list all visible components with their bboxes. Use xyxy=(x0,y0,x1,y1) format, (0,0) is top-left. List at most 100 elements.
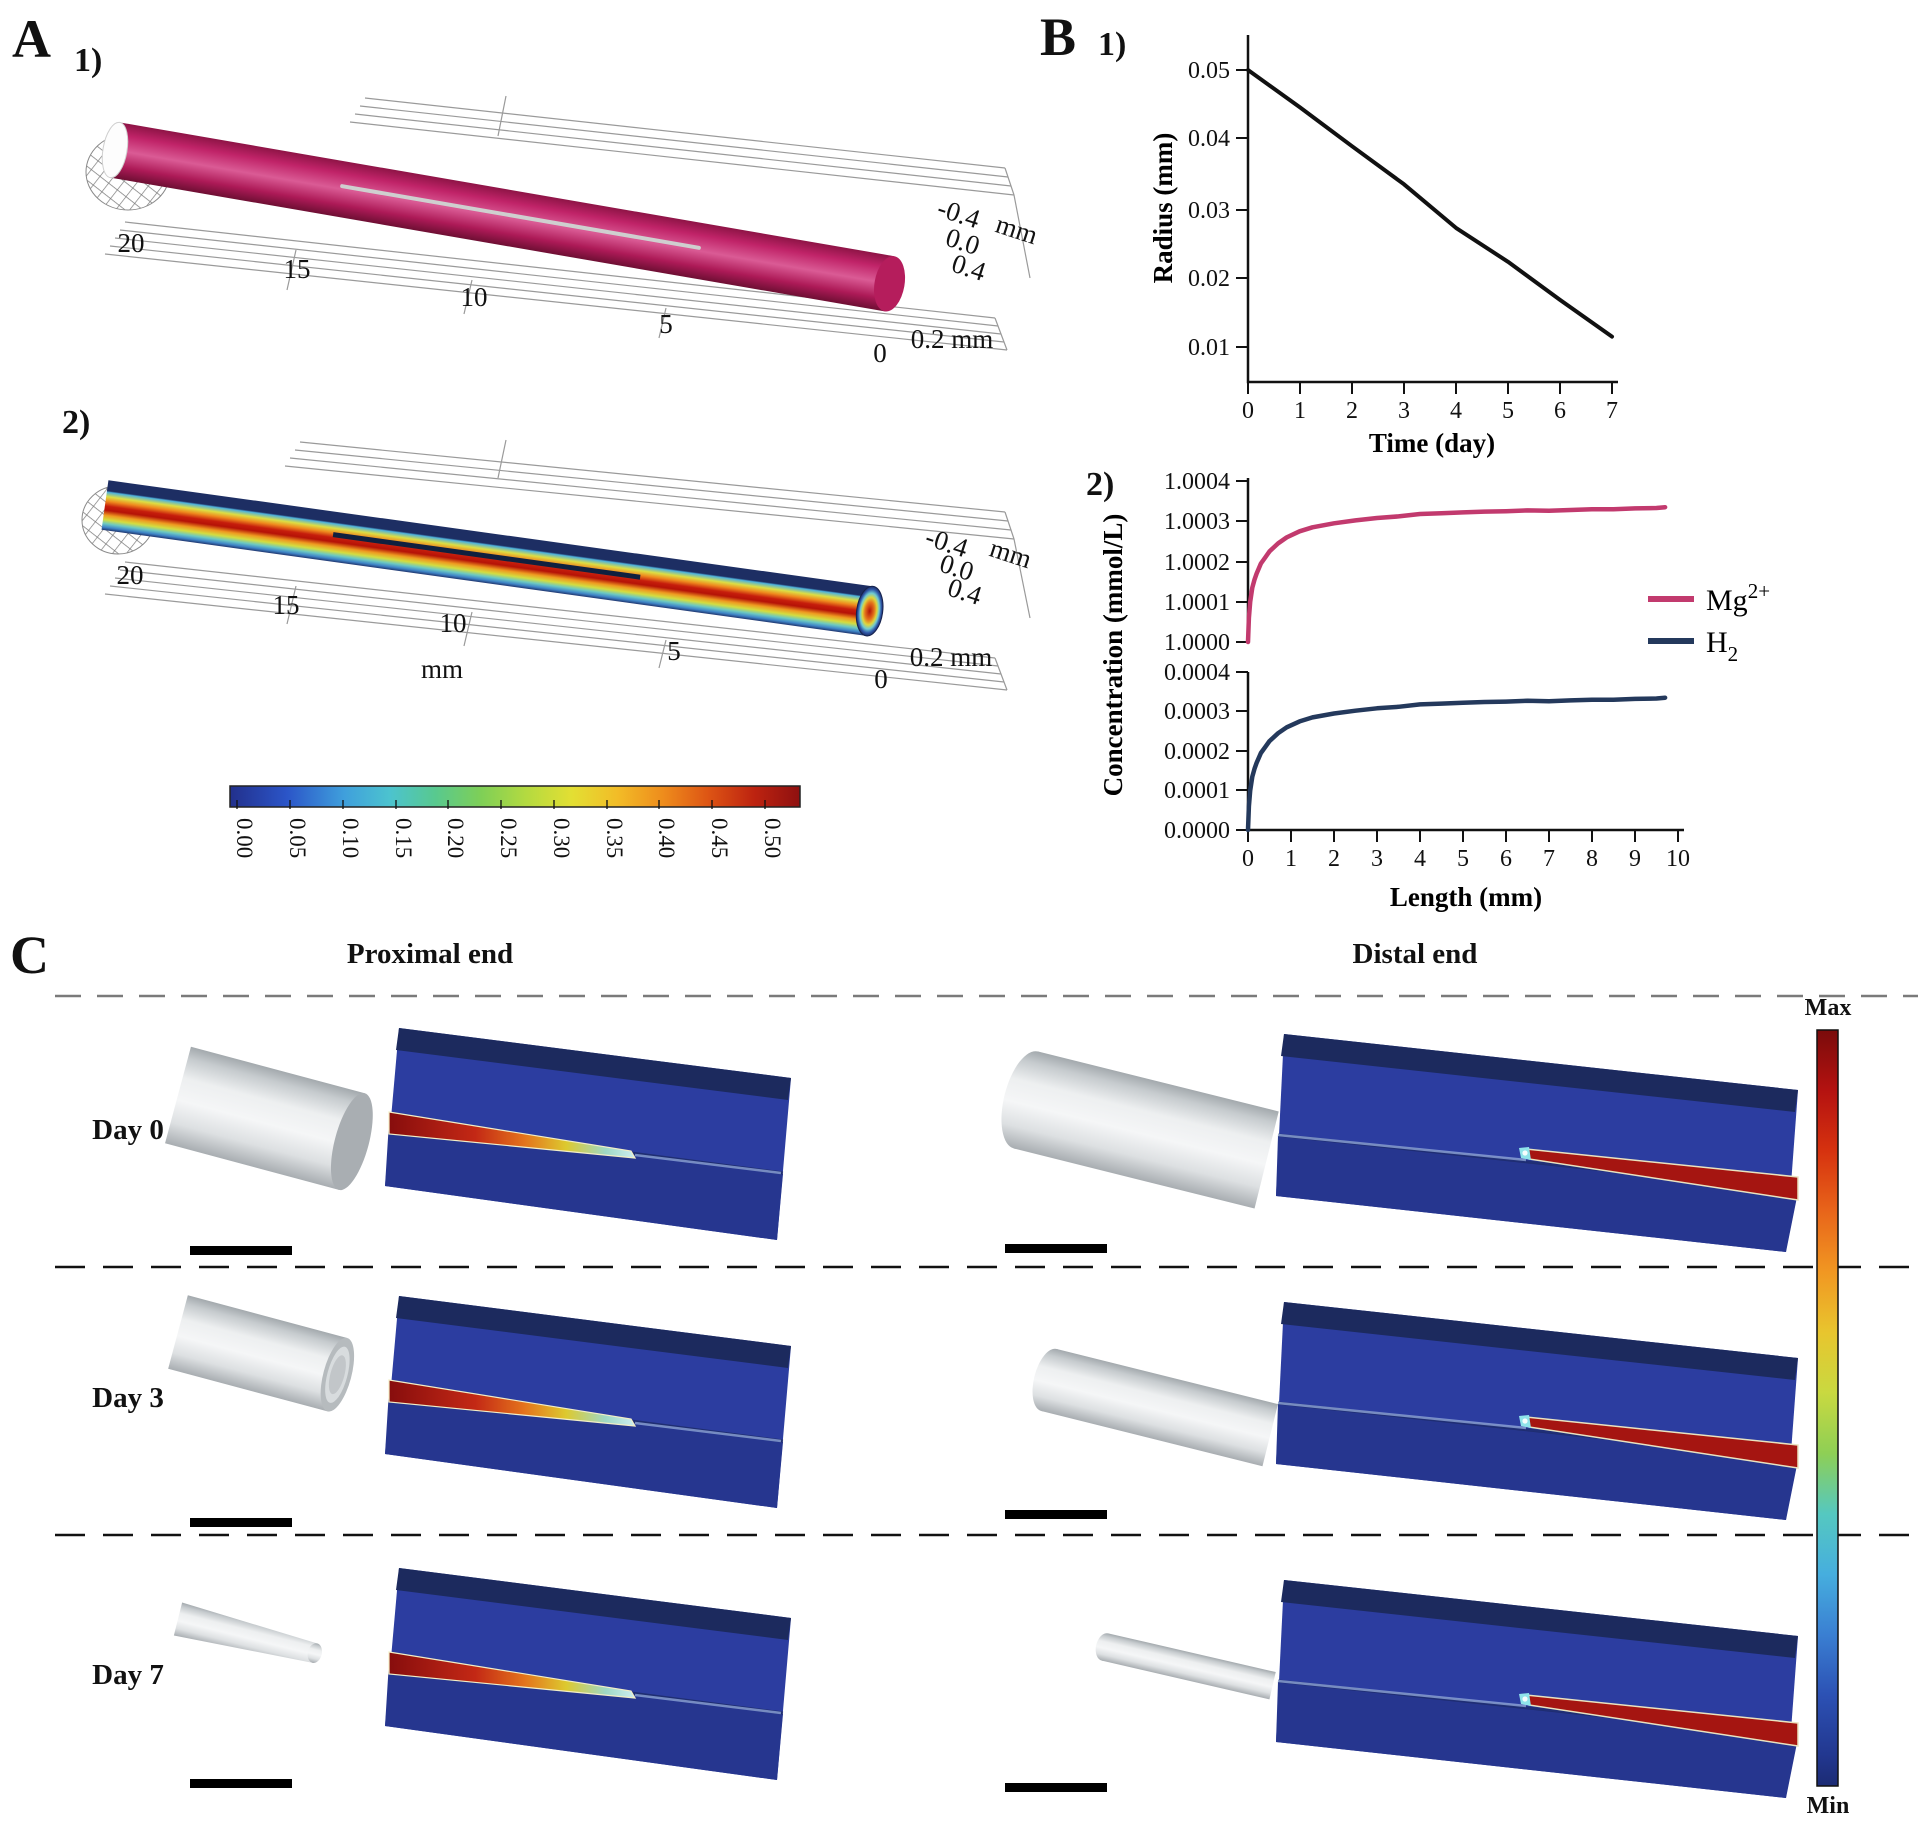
b2-ylabel-00001: 0.0001 xyxy=(1164,778,1230,804)
c-sim-day7-distal xyxy=(1274,1578,1800,1800)
a1-tick-10: 10 xyxy=(461,282,488,312)
a-colorbar-label-050: 0.50 xyxy=(760,818,785,858)
c-rod-day3-proximal xyxy=(168,1295,355,1412)
c-scale-bars xyxy=(190,1244,1107,1792)
a-colorbar-label-015: 0.15 xyxy=(391,818,416,858)
scale-bar-day7-distal xyxy=(1005,1783,1107,1792)
b1-ylabel-003: 0.03 xyxy=(1188,198,1230,224)
b2-xtick-marks xyxy=(1247,830,1679,842)
b2-lower-ytick-labels: 0.0004 0.0003 0.0002 0.0001 0.0000 xyxy=(1164,660,1230,844)
a-colorbar: 0.00 0.05 0.10 0.15 0.20 0.25 0.30 0.35 … xyxy=(229,785,801,858)
c-sim-day7-proximal xyxy=(383,1566,793,1782)
c-rod-day0-distal xyxy=(1001,1051,1279,1209)
b2-x-axis-title: Length (mm) xyxy=(1390,882,1542,912)
b2-ylabel-00003: 0.0003 xyxy=(1164,699,1230,725)
c-sim-day3-proximal xyxy=(383,1294,793,1510)
scale-bar-day3-distal xyxy=(1005,1510,1107,1519)
b1-ylabel-001: 0.01 xyxy=(1188,335,1230,361)
panel-a2-label: 2) xyxy=(62,404,91,441)
panel-a1-label: 1) xyxy=(74,42,103,79)
b2-legend-label-mg: Mg2+ xyxy=(1706,579,1770,617)
c-sim-day3-distal xyxy=(1274,1300,1800,1522)
a-colorbar-label-030: 0.30 xyxy=(549,818,574,858)
b1-ytick-marks xyxy=(1236,69,1248,348)
a2-axis-labels: 20 15 10 5 0 mm -0.4 0.0 0.4 mm 0.2 mm xyxy=(117,522,1036,694)
b2-legend-label-h2: H2 xyxy=(1706,626,1738,666)
b2-h2-curve xyxy=(1245,695,1668,833)
c-rod-day0-proximal xyxy=(165,1046,373,1191)
panel-c-label: C xyxy=(10,925,49,985)
a2-rainbow-rod xyxy=(101,480,884,637)
a1-inner-wire xyxy=(340,184,701,250)
b1-xlabel-0: 0 xyxy=(1242,398,1254,424)
a1-depth-label: 0.2 mm xyxy=(911,324,994,354)
panel-a-label: A xyxy=(12,9,51,69)
a1-tick-5: 5 xyxy=(659,309,673,339)
b2-ylabel-00002: 0.0002 xyxy=(1164,739,1230,765)
a1-tick-15: 15 xyxy=(284,254,311,284)
c-rod-day7-distal xyxy=(1095,1633,1276,1700)
a1-pink-tube xyxy=(101,121,906,312)
b2-mg-curve xyxy=(1245,504,1668,645)
panel-b1-label: 1) xyxy=(1098,26,1127,63)
scale-bar-day0-proximal xyxy=(190,1246,292,1255)
b1-xlabel-1: 1 xyxy=(1294,398,1306,424)
a2-axis-title-mm: mm xyxy=(421,654,463,684)
b2-legend: Mg2+ H2 xyxy=(1648,579,1770,666)
scale-bar-day3-proximal xyxy=(190,1518,292,1527)
b1-xlabel-4: 4 xyxy=(1450,398,1462,424)
b2-xlabel-10: 10 xyxy=(1666,846,1690,872)
a2-tick-20: 20 xyxy=(117,560,144,590)
c-rod-day7-proximal xyxy=(173,1602,323,1663)
b2-upper-ytick-labels: 1.0004 1.0003 1.0002 1.0001 1.0000 xyxy=(1164,469,1230,656)
b2-ylabel-10001: 1.0001 xyxy=(1164,590,1230,616)
b2-xlabel-0: 0 xyxy=(1242,846,1254,872)
c-sim-day0-distal xyxy=(1274,1032,1800,1254)
b2-lower-ytick-marks xyxy=(1236,671,1248,831)
a1-3d-render: 20 15 10 5 0 -0.4 0.0 0.4 mm 0.2 mm xyxy=(85,95,1041,368)
b2-xlabel-4: 4 xyxy=(1414,846,1426,872)
b2-ylabel-10004: 1.0004 xyxy=(1164,469,1230,495)
b2-xlabel-3: 3 xyxy=(1371,846,1383,872)
panel-b2-label: 2) xyxy=(1086,466,1115,503)
b2-xlabel-8: 8 xyxy=(1586,846,1598,872)
b1-xtick-marks xyxy=(1247,382,1613,394)
c-row-label-day0: Day 0 xyxy=(92,1114,164,1146)
b1-ylabel-002: 0.02 xyxy=(1188,266,1230,292)
b2-ylabel-10000: 1.0000 xyxy=(1164,630,1230,656)
c-sim-day0-proximal xyxy=(383,1026,793,1242)
b1-xlabel-6: 6 xyxy=(1554,398,1566,424)
b1-y-axis-title: Radius (mm) xyxy=(1148,133,1178,284)
a1-tick-0: 0 xyxy=(873,338,887,368)
b2-xlabel-9: 9 xyxy=(1629,846,1641,872)
a-colorbar-label-035: 0.35 xyxy=(602,818,627,858)
c-header-proximal: Proximal end xyxy=(346,938,514,970)
b1-radius-curve xyxy=(1246,68,1614,339)
a-colorbar-label-010: 0.10 xyxy=(338,818,363,858)
b2-xlabel-5: 5 xyxy=(1457,846,1469,872)
a2-tick-15: 15 xyxy=(273,590,300,620)
a2-tick-5: 5 xyxy=(667,636,681,666)
b1-xtick-labels: 0 1 2 3 4 5 6 7 xyxy=(1242,398,1618,424)
scale-bar-day0-distal xyxy=(1005,1244,1107,1253)
a1-tick-20: 20 xyxy=(118,228,145,258)
c-colorbar-max-label: Max xyxy=(1804,995,1852,1021)
b2-y-axis-title: Concentration (mmol/L) xyxy=(1098,514,1128,797)
c-rod-day3-distal xyxy=(1032,1348,1278,1467)
b1-plot: 0.05 0.04 0.03 0.02 0.01 0 1 2 3 4 5 6 7… xyxy=(1148,35,1618,458)
b2-xlabel-1: 1 xyxy=(1285,846,1297,872)
b-curves-layer xyxy=(1245,68,1668,833)
a2-depth-label: 0.2 mm xyxy=(910,642,993,672)
b1-x-axis-title: Time (day) xyxy=(1369,428,1495,458)
panel-b-label: B xyxy=(1040,7,1077,67)
a-colorbar-ticks xyxy=(236,800,766,809)
b2-xlabel-7: 7 xyxy=(1543,846,1555,872)
a-colorbar-labels: 0.00 0.05 0.10 0.15 0.20 0.25 0.30 0.35 … xyxy=(232,818,785,858)
c-colorbar xyxy=(1816,1029,1839,1787)
c-row-label-day7: Day 7 xyxy=(92,1659,164,1691)
b2-lower-axes xyxy=(1246,672,1684,832)
b1-xlabel-5: 5 xyxy=(1502,398,1514,424)
a-colorbar-label-045: 0.45 xyxy=(707,818,732,858)
